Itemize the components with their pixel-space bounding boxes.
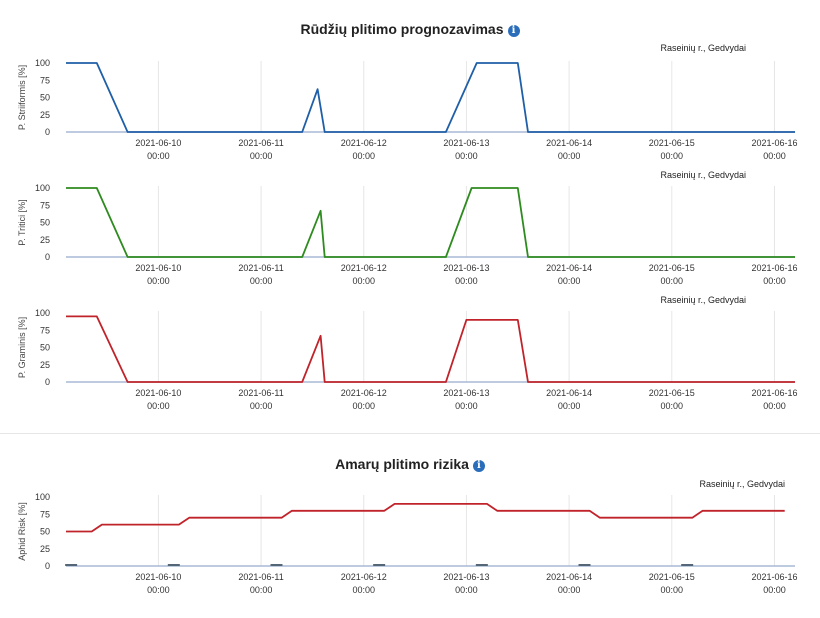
y-tick-label: 100 [35,58,50,68]
x-tick-label: 2021-06-13 00:00 [443,388,489,411]
x-tick-label: 2021-06-15 00:00 [649,263,695,286]
x-tick-label: 2021-06-16 00:00 [751,572,797,595]
x-tick-label: 2021-06-11 00:00 [238,388,283,411]
y-axis-label: P. Striiformis [%] [17,65,27,130]
x-tick-label: 2021-06-13 00:00 [443,263,489,286]
y-tick-label: 0 [45,127,50,137]
location-label: Raseinių r., Gedvydai [660,43,746,53]
y-axis-label: Aphid Risk [%] [17,502,27,561]
y-tick-label: 75 [40,200,50,210]
y-tick-label: 75 [40,75,50,85]
y-tick-label: 100 [35,492,50,502]
y-tick-label: 50 [40,527,50,537]
x-tick-label: 2021-06-12 00:00 [341,572,387,595]
x-tick-label: 2021-06-14 00:00 [546,388,592,411]
x-tick-label: 2021-06-10 00:00 [135,138,181,161]
x-tick-label: 2021-06-11 00:00 [238,138,283,161]
x-tick-label: 2021-06-16 00:00 [751,388,797,411]
aphid-risk-title: Amarų plitimo rizika i [0,456,820,472]
location-label: Raseinių r., Gedvydai [660,295,746,305]
series-line [66,502,785,533]
y-axis-label: P. Graminis [%] [17,317,27,378]
y-axis-label: P. Tritici [%] [17,199,27,245]
aphid-risk-title-text: Amarų plitimo rizika [335,456,469,472]
y-tick-label: 0 [45,252,50,262]
info-icon[interactable]: i [507,25,520,37]
y-tick-label: 25 [40,110,50,120]
rust-forecast-title: Rūdžių plitimo prognozavimas i [0,21,820,37]
y-tick-label: 50 [40,93,50,103]
x-tick-label: 2021-06-10 00:00 [135,572,181,595]
x-tick-label: 2021-06-16 00:00 [751,263,797,286]
section-divider [0,433,820,434]
x-tick-label: 2021-06-11 00:00 [238,263,283,286]
x-tick-label: 2021-06-10 00:00 [135,388,181,411]
y-tick-label: 0 [45,561,50,571]
location-label: Raseinių r., Gedvydai [699,479,785,489]
y-tick-label: 25 [40,235,50,245]
rust-forecast-title-text: Rūdžių plitimo prognozavimas [300,21,504,37]
x-tick-label: 2021-06-11 00:00 [238,572,283,595]
x-tick-label: 2021-06-14 00:00 [546,138,592,161]
x-tick-label: 2021-06-14 00:00 [546,263,592,286]
series-line [66,315,795,383]
x-tick-label: 2021-06-15 00:00 [649,388,695,411]
x-tick-label: 2021-06-13 00:00 [443,572,489,595]
y-tick-label: 25 [40,544,50,554]
x-tick-label: 2021-06-15 00:00 [649,138,695,161]
y-tick-label: 0 [45,377,50,387]
y-tick-label: 50 [40,218,50,228]
y-tick-label: 50 [40,343,50,353]
y-tick-label: 75 [40,509,50,519]
x-tick-label: 2021-06-16 00:00 [751,138,797,161]
series-line [66,187,795,258]
y-tick-label: 75 [40,325,50,335]
series-line [66,62,795,133]
x-tick-label: 2021-06-12 00:00 [341,388,387,411]
y-tick-label: 25 [40,360,50,370]
x-tick-label: 2021-06-10 00:00 [135,263,181,286]
x-tick-label: 2021-06-12 00:00 [341,263,387,286]
y-tick-label: 100 [35,183,50,193]
info-icon[interactable]: i [472,460,485,472]
location-label: Raseinių r., Gedvydai [660,170,746,180]
x-tick-label: 2021-06-12 00:00 [341,138,387,161]
x-tick-label: 2021-06-13 00:00 [443,138,489,161]
y-tick-label: 100 [35,308,50,318]
x-tick-label: 2021-06-15 00:00 [649,572,695,595]
x-tick-label: 2021-06-14 00:00 [546,572,592,595]
